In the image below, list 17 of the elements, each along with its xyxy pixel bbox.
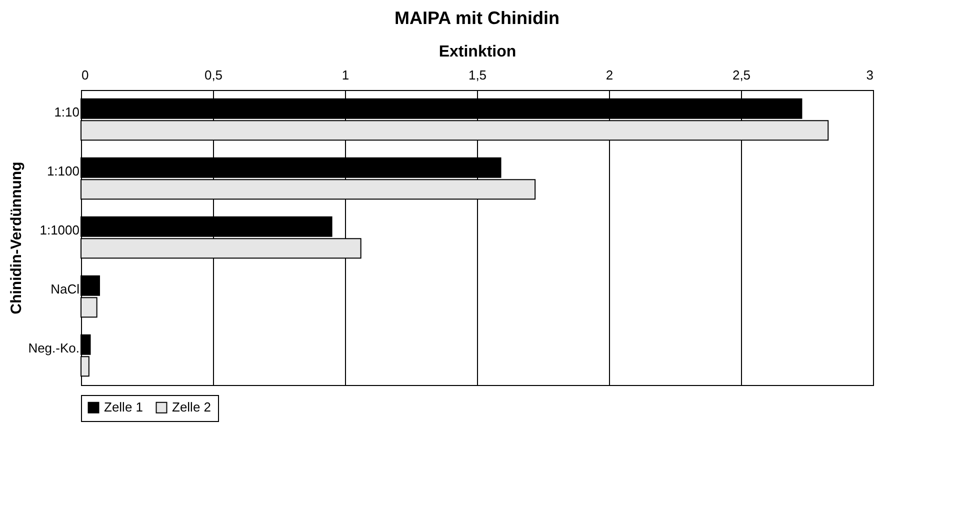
x-tick-label: 3 [866, 68, 874, 82]
x-tick-label: 1,5 [468, 68, 487, 82]
legend-label: Zelle 2 [172, 400, 212, 415]
x-tick-label: 2,5 [732, 68, 751, 82]
y-tick-label: 1:1000 [40, 222, 80, 238]
legend-label: Zelle 1 [104, 400, 144, 415]
x-tick-label: 1 [342, 68, 350, 82]
x-axis-title: Extinktion [438, 44, 516, 60]
x-tick-label: 0 [82, 68, 89, 82]
y-tick-label: NaCl [50, 282, 80, 296]
y-tick-label: 1:100 [46, 164, 80, 178]
chart-title: MAIPA mit Chinidin [394, 8, 560, 28]
y-axis-title: Chinidin-Verdünnung [8, 162, 26, 314]
y-tick-label: 1:10 [54, 104, 80, 120]
x-tick-label: 2 [606, 68, 614, 82]
x-tick-label: 0,5 [204, 68, 223, 82]
y-tick-label: Neg.-Ko. [28, 340, 80, 356]
